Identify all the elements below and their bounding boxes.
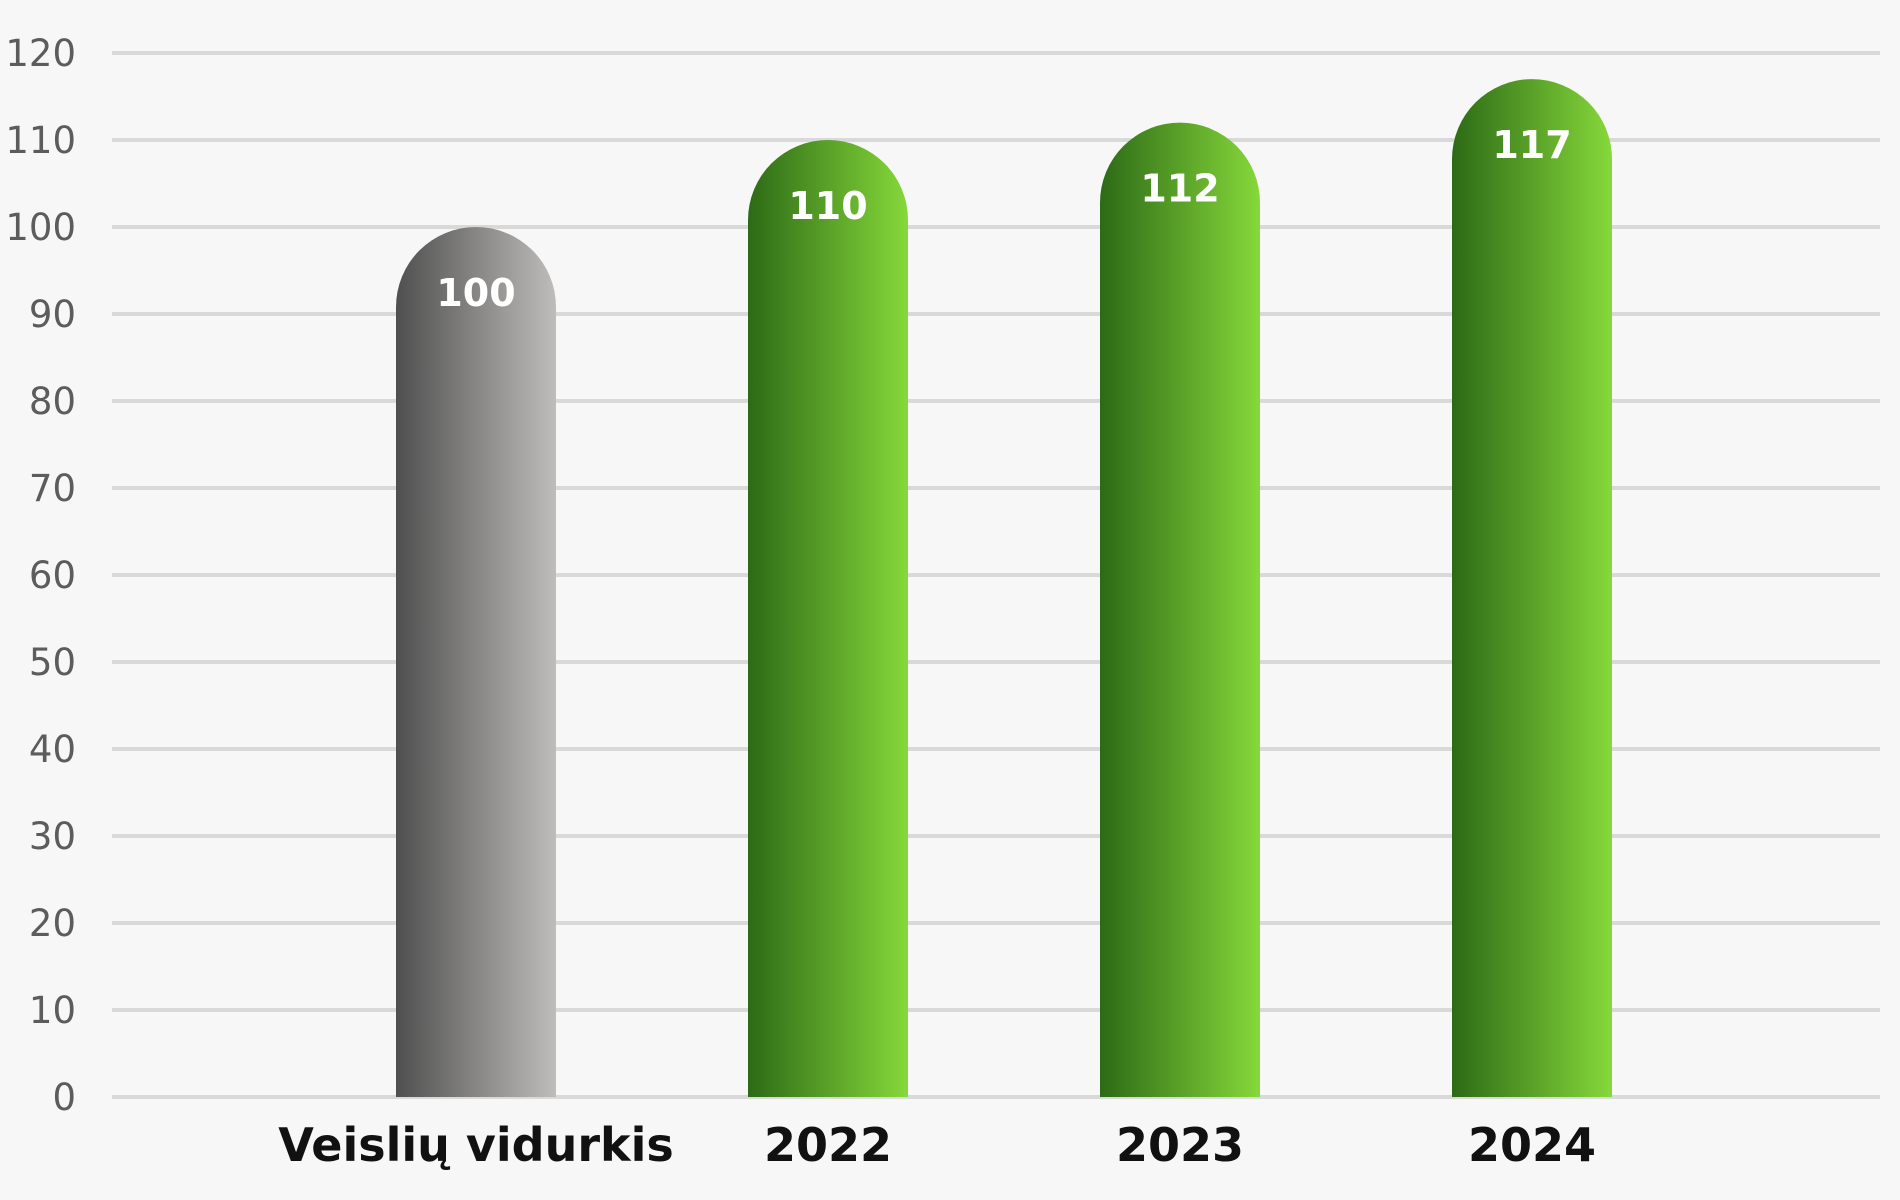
x-category-label: 2022 [764, 1118, 892, 1172]
y-tick-label: 110 [5, 119, 76, 162]
bar-veisli-vidurkis [396, 227, 556, 1097]
y-tick-label: 30 [29, 815, 76, 858]
y-tick-label: 20 [29, 902, 76, 945]
x-category-label: 2024 [1468, 1118, 1596, 1172]
y-tick-label: 70 [29, 467, 76, 510]
y-tick-label: 40 [29, 728, 76, 771]
bar-value-label: 110 [788, 184, 867, 228]
gridlines [112, 51, 1880, 1099]
y-tick-label: 0 [52, 1076, 76, 1119]
bar-value-label: 117 [1492, 123, 1571, 167]
bar-value-label: 100 [436, 271, 515, 315]
y-axis-ticks: 0 10 20 30 40 50 60 70 80 90 100 110 120 [5, 32, 76, 1119]
x-axis-labels: Veislių vidurkis 2022 2023 2024 [278, 1118, 1596, 1172]
data-labels: 100 110 112 117 [436, 123, 1571, 315]
y-tick-label: 50 [29, 641, 76, 684]
bars [396, 79, 1612, 1098]
x-category-label: 2023 [1116, 1118, 1244, 1172]
y-tick-label: 80 [29, 380, 76, 423]
y-tick-label: 90 [29, 293, 76, 336]
y-tick-label: 100 [5, 206, 76, 249]
bar-2023 [1100, 122, 1260, 1098]
y-tick-label: 60 [29, 554, 76, 597]
bar-2024 [1452, 79, 1612, 1098]
bar-2022 [748, 140, 908, 1097]
y-tick-label: 120 [5, 32, 76, 75]
bar-value-label: 112 [1140, 167, 1219, 211]
y-tick-label: 10 [29, 989, 76, 1032]
x-category-label: Veislių vidurkis [278, 1118, 674, 1172]
